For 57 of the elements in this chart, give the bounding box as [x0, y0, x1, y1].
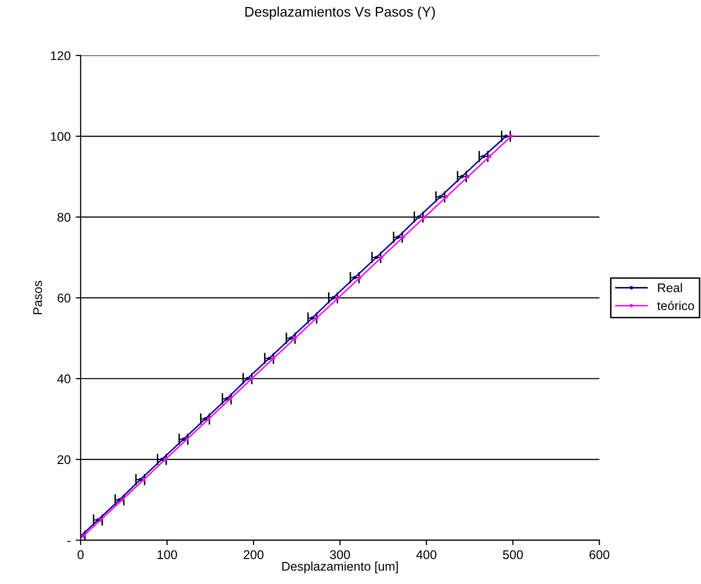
- point: [160, 458, 164, 462]
- point: [396, 236, 400, 239]
- point: [352, 276, 356, 280]
- x-tick-label: 600: [590, 550, 610, 560]
- y-tick-label: 60: [58, 294, 70, 302]
- point: [164, 458, 168, 462]
- point: [185, 437, 189, 441]
- point: [358, 276, 362, 280]
- point: [444, 195, 448, 199]
- point: [336, 296, 340, 300]
- point: [272, 356, 276, 360]
- point: [380, 256, 384, 260]
- point: [488, 154, 492, 158]
- x-tick-label: 500: [502, 550, 523, 560]
- point: [460, 174, 464, 178]
- point: [310, 316, 314, 320]
- legend-label: teórico: [657, 300, 694, 310]
- x-tick-label: 100: [158, 550, 178, 560]
- point: [509, 134, 513, 138]
- point: [120, 498, 124, 502]
- y-axis-title: Pasos: [33, 280, 42, 314]
- x-tick-label: 300: [330, 550, 350, 560]
- point: [203, 417, 207, 421]
- y-tick-label: -: [67, 540, 70, 542]
- y-tick-label: 80: [58, 212, 70, 222]
- point: [246, 376, 250, 380]
- y-tick-label: 40: [57, 374, 70, 384]
- point: [374, 256, 378, 260]
- y-tick-label: 100: [50, 132, 70, 141]
- point: [482, 154, 486, 158]
- x-tick-label: 400: [416, 550, 436, 560]
- point: [401, 236, 405, 239]
- point: [250, 376, 254, 380]
- x-tick-label: 0: [78, 550, 84, 560]
- x-axis-title: Desplazamiento [um]: [282, 562, 398, 574]
- point: [206, 417, 210, 421]
- point: [422, 215, 426, 219]
- point: [98, 518, 102, 522]
- point: [438, 195, 442, 199]
- point: [182, 437, 186, 441]
- x-tick-label: 200: [244, 550, 264, 560]
- point: [142, 478, 146, 482]
- chart-title: Desplazamientos Vs Pasos (Y): [245, 6, 435, 20]
- y-tick-label: 120: [50, 51, 70, 60]
- legend-label: Real: [658, 283, 682, 292]
- point: [138, 478, 142, 482]
- point: [466, 174, 470, 178]
- point: [224, 397, 228, 401]
- point: [331, 296, 335, 300]
- point: [228, 397, 232, 401]
- point: [293, 336, 297, 340]
- point: [267, 356, 271, 360]
- point: [504, 134, 508, 138]
- point: [288, 336, 292, 340]
- point: [314, 316, 318, 320]
- point: [416, 215, 420, 219]
- y-tick-label: 20: [58, 455, 70, 464]
